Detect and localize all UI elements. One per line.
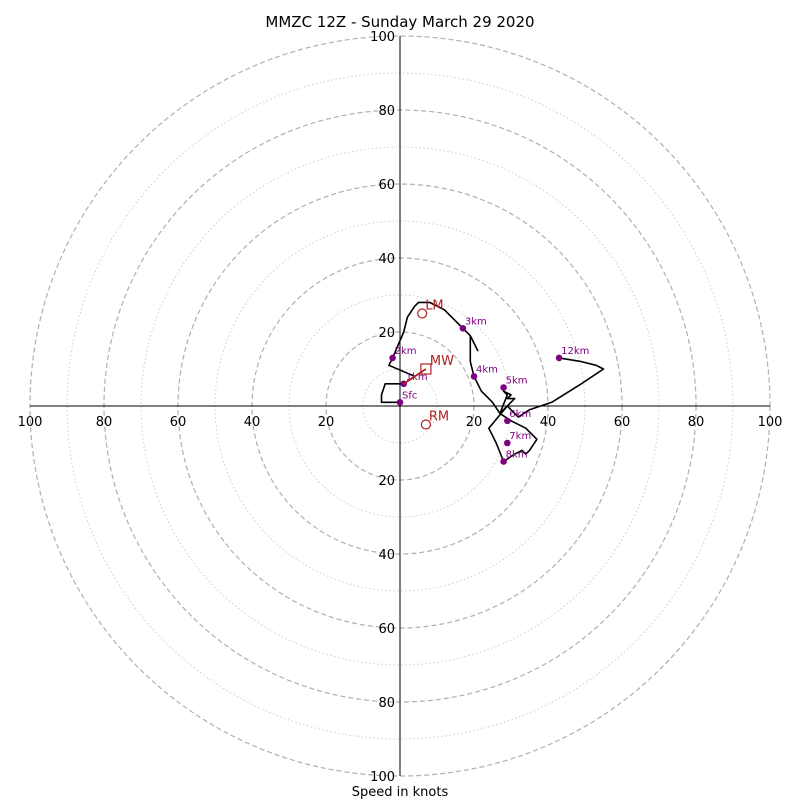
tick-label-south-100: 100 [370, 770, 395, 785]
tick-label-east-80: 80 [688, 415, 705, 430]
height-marker-sfc [396, 399, 404, 406]
tick-label-west-40: 40 [244, 415, 261, 430]
height-label-6km: 6km [509, 409, 531, 420]
right-mover-label: RM [429, 410, 449, 425]
height-label-7km: 7km [509, 431, 531, 442]
tick-label-west-80: 80 [96, 415, 113, 430]
tick-label-north-100: 100 [370, 30, 395, 45]
tick-label-west-20: 20 [318, 415, 335, 430]
mean-wind-marker [420, 363, 432, 375]
tick-label-east-60: 60 [614, 415, 631, 430]
mean-wind-label: MW [430, 354, 454, 369]
height-label-12km: 12km [561, 346, 589, 357]
left-mover-label: LM [425, 299, 443, 314]
left-mover-marker [417, 308, 428, 319]
height-marker-6km [504, 417, 511, 425]
tick-label-north-20: 20 [378, 326, 395, 341]
height-marker-5km [500, 384, 507, 391]
mean-wind-vector [403, 368, 427, 385]
axes [30, 36, 770, 776]
height-marker-7km [504, 439, 511, 447]
height-marker-4km [470, 373, 478, 380]
chart-title: MMZC 12Z - Sunday March 29 2020 [265, 13, 534, 31]
tick-label-north-80: 80 [378, 104, 395, 119]
tick-label-south-20: 20 [378, 474, 395, 489]
height-label-2km: 2km [395, 346, 417, 357]
wind-trace [380, 301, 605, 463]
tick-label-west-100: 100 [18, 415, 43, 430]
tick-label-east-40: 40 [540, 415, 557, 430]
height-label-1km: 1km [406, 372, 428, 383]
x-axis-label: Speed in knots [352, 785, 449, 800]
height-label-sfc: Sfc [402, 390, 417, 401]
right-mover-marker [420, 419, 431, 430]
height-markers: Sfc 1km 2km 3km 4km 5km 6km 7km 8km 12km [389, 316, 589, 465]
wind-trace-layer [380, 301, 605, 463]
tick-label-east-100: 100 [758, 415, 783, 430]
storm-motion-markers: MW LM RM [403, 299, 454, 430]
tick-labels: 20 20 20 20 40 40 40 40 60 60 60 60 80 80 80 80 100 100 10… [18, 30, 783, 785]
tick-label-north-60: 60 [378, 178, 395, 193]
tick-label-east-20: 20 [466, 415, 483, 430]
height-label-8km: 8km [506, 450, 528, 461]
height-label-3km: 3km [465, 316, 487, 327]
height-marker-12km [555, 354, 563, 362]
tick-label-south-60: 60 [378, 622, 395, 637]
height-marker-3km [459, 325, 467, 332]
height-marker-2km [389, 354, 396, 362]
height-label-4km: 4km [476, 364, 498, 375]
tick-label-south-80: 80 [378, 696, 395, 711]
height-label-5km: 5km [506, 376, 528, 387]
tick-label-south-40: 40 [378, 548, 395, 563]
tick-label-west-60: 60 [170, 415, 187, 430]
tick-label-north-40: 40 [378, 252, 395, 267]
height-marker-8km [500, 458, 507, 465]
